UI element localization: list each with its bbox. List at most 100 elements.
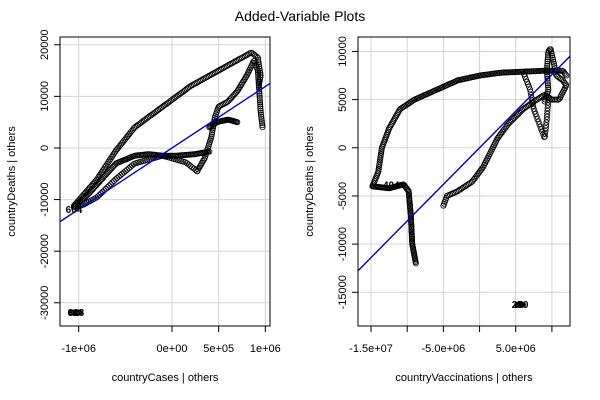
x-axis-title: countryVaccinations | others xyxy=(395,372,533,384)
data-point xyxy=(189,82,196,89)
y-axis-title: countryDeaths | others xyxy=(6,126,18,237)
data-point xyxy=(214,68,221,75)
x-tick-label: -5.0e+06 xyxy=(422,343,466,355)
data-point xyxy=(541,133,548,140)
y-tick-label: 5000 xyxy=(337,87,349,111)
data-point xyxy=(109,179,116,186)
data-point xyxy=(542,125,549,132)
data-point xyxy=(547,46,554,53)
data-point xyxy=(528,91,535,98)
data-point xyxy=(533,97,540,104)
data-point xyxy=(240,53,247,60)
figure-title: Added-Variable Plots xyxy=(235,8,365,24)
data-point xyxy=(376,158,383,165)
data-point xyxy=(255,73,262,80)
y-axis-title: countryDeaths | others xyxy=(304,126,316,237)
x-axis-title: countryCases | others xyxy=(112,372,219,384)
data-point xyxy=(254,67,261,74)
data-point xyxy=(106,182,113,189)
data-point xyxy=(254,54,261,61)
data-point xyxy=(186,83,193,90)
data-point xyxy=(544,71,551,78)
regression-fit-line xyxy=(358,55,570,272)
data-point xyxy=(544,69,551,76)
data-point xyxy=(544,110,551,117)
data-point xyxy=(545,99,552,106)
data-point xyxy=(256,65,263,72)
regression-fit-line xyxy=(60,82,270,223)
plot-frame xyxy=(357,36,571,327)
data-point xyxy=(532,110,539,117)
x-tick-label: -1.5e+07 xyxy=(349,343,393,355)
data-point xyxy=(544,62,551,69)
data-point xyxy=(530,105,537,112)
data-point xyxy=(533,113,540,120)
point-id-label: 250 xyxy=(512,300,529,311)
data-point xyxy=(543,119,550,126)
y-tick-label: -30000 xyxy=(39,286,51,320)
data-point xyxy=(119,170,126,177)
data-point xyxy=(542,127,549,134)
data-point xyxy=(189,164,196,171)
y-tick-label: 0 xyxy=(337,145,349,151)
x-tick-label: 1e+06 xyxy=(250,343,281,355)
data-point xyxy=(538,93,545,100)
data-point xyxy=(542,130,549,137)
data-point xyxy=(257,101,264,108)
data-point xyxy=(208,71,215,78)
data-point xyxy=(258,116,265,123)
x-tick-label: -1e+06 xyxy=(61,343,96,355)
data-point xyxy=(110,177,117,184)
data-point xyxy=(255,80,262,87)
data-point xyxy=(234,119,241,126)
point-id-label: 604 xyxy=(66,205,83,216)
data-point xyxy=(255,76,262,83)
data-point xyxy=(256,95,263,102)
data-point xyxy=(107,155,114,162)
y-tick-label: -5000 xyxy=(337,182,349,210)
data-point xyxy=(257,107,264,114)
data-point xyxy=(544,65,551,72)
data-point xyxy=(236,83,243,90)
data-point xyxy=(563,72,570,79)
data-point xyxy=(545,96,552,103)
data-point xyxy=(544,113,551,120)
data-point xyxy=(545,84,552,91)
data-point xyxy=(537,123,544,130)
data-point xyxy=(454,188,461,195)
data-point xyxy=(544,75,551,82)
data-point xyxy=(234,57,241,64)
data-point xyxy=(209,129,216,136)
data-point xyxy=(258,118,265,125)
data-point xyxy=(255,82,262,89)
data-point xyxy=(255,57,262,64)
y-tick-label: -15000 xyxy=(337,275,349,309)
data-point xyxy=(108,154,115,161)
data-point xyxy=(556,95,563,102)
data-point xyxy=(100,167,107,174)
data-point xyxy=(535,118,542,125)
plot-frame xyxy=(59,36,271,327)
y-tick-label: 10000 xyxy=(337,36,349,67)
data-point xyxy=(526,83,533,90)
data-point xyxy=(244,51,251,58)
data-point xyxy=(193,79,200,86)
y-tick-label: 10000 xyxy=(39,81,51,112)
y-tick-label: 20000 xyxy=(39,29,51,60)
data-point xyxy=(550,56,557,63)
data-point xyxy=(562,71,569,78)
data-point xyxy=(94,193,101,200)
y-tick-label: 0 xyxy=(39,145,51,151)
data-point xyxy=(378,149,385,156)
data-point xyxy=(255,71,262,78)
y-tick-label: -20000 xyxy=(39,234,51,268)
point-id-label: 404 xyxy=(383,180,400,191)
data-point xyxy=(544,58,551,65)
data-point xyxy=(520,301,527,308)
data-point xyxy=(386,123,393,130)
data-point xyxy=(390,117,397,124)
data-point xyxy=(544,82,551,89)
data-point xyxy=(543,122,550,129)
